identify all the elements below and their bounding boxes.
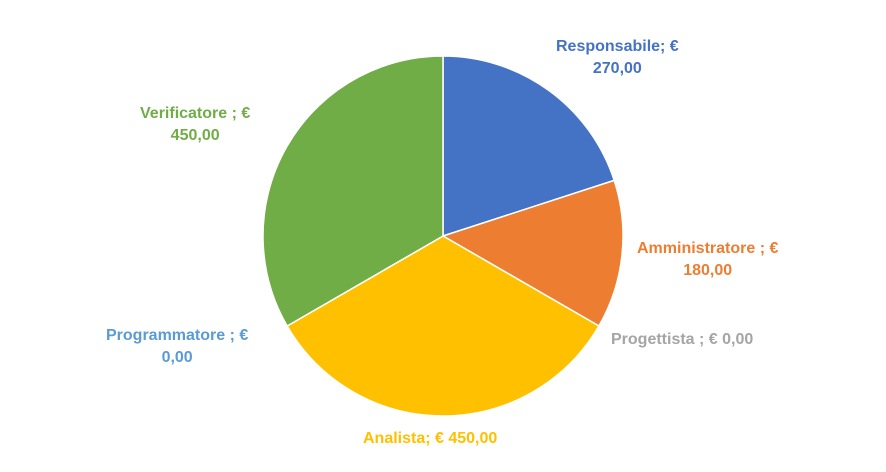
label-verificatore-line1: Verificatore ; € <box>140 105 251 122</box>
label-programmatore: Programmatore ; € 0,00 <box>106 325 248 369</box>
slice-verificatore <box>262 55 444 327</box>
slice-responsabile <box>442 55 615 237</box>
label-verificatore: Verificatore ; € 450,00 <box>140 103 250 147</box>
label-responsabile: Responsabile; € 270,00 <box>556 36 679 80</box>
label-responsabile-line1: Responsabile; € <box>556 38 679 55</box>
label-amministratore: Amministratore ; € 180,00 <box>637 238 778 282</box>
label-progettista-line1: Progettista ; € 0,00 <box>611 331 754 348</box>
slice-amministratore <box>442 179 624 327</box>
label-amministratore-line1: Amministratore ; € <box>637 240 779 257</box>
label-programmatore-line2: 0,00 <box>161 349 193 366</box>
label-programmatore-line1: Programmatore ; € <box>106 327 249 344</box>
label-verificatore-line2: 450,00 <box>170 127 220 144</box>
label-amministratore-line2: 180,00 <box>683 262 733 279</box>
label-progettista: Progettista ; € 0,00 <box>611 329 753 351</box>
label-analista-line1: Analista; € 450,00 <box>363 430 498 447</box>
label-responsabile-line2: 270,00 <box>592 60 642 77</box>
label-analista: Analista; € 450,00 <box>363 428 497 450</box>
